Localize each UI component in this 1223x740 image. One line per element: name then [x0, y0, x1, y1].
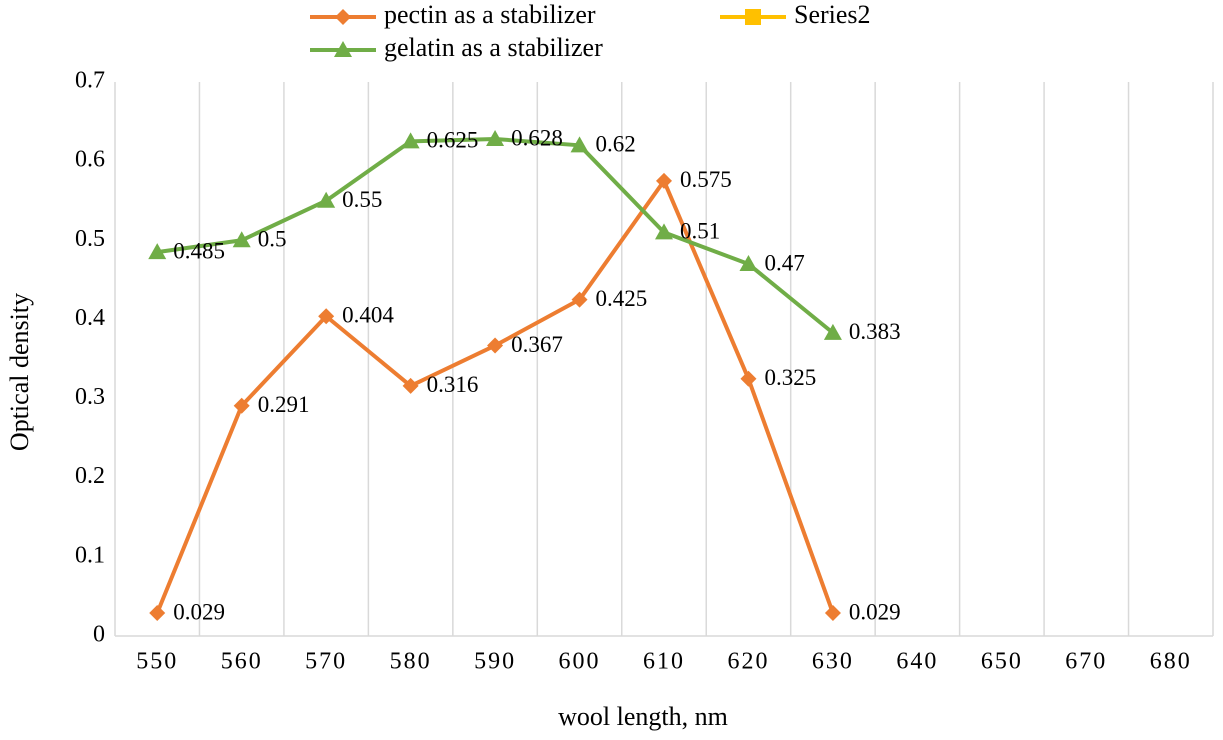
data-point [824, 605, 841, 622]
y-tick-label: 0.2 [75, 463, 105, 489]
data-point [740, 370, 757, 387]
y-tick-label: 0.4 [75, 305, 105, 331]
data-point [317, 191, 336, 208]
x-tick-label: 620 [727, 649, 769, 675]
data-label: 0.55 [342, 187, 382, 212]
data-label: 0.625 [427, 128, 479, 153]
y-tick-label: 0.3 [75, 384, 105, 410]
y-tick-label: 0.5 [75, 226, 105, 252]
x-tick-label: 610 [643, 649, 685, 675]
y-axis-title: Optical density [5, 293, 34, 451]
legend-marker [334, 41, 352, 57]
x-tick-label: 640 [896, 649, 938, 675]
data-point [233, 397, 250, 414]
data-label: 0.5 [258, 227, 287, 252]
data-point [402, 377, 419, 394]
x-tick-label: 630 [812, 649, 854, 675]
data-label: 0.367 [511, 332, 563, 357]
x-tick-label: 570 [305, 649, 347, 675]
data-label: 0.029 [173, 599, 225, 624]
y-tick-label: 0 [93, 622, 105, 648]
data-point [571, 291, 588, 308]
x-axis-title: wool length, nm [558, 702, 728, 731]
legend-label: pectin as a stabilizer [384, 0, 596, 29]
data-label: 0.383 [849, 319, 901, 344]
data-point [401, 132, 420, 149]
data-label: 0.62 [596, 132, 636, 157]
x-tick-label: 650 [981, 649, 1023, 675]
data-label: 0.485 [173, 238, 225, 263]
x-tick-label: 550 [136, 649, 178, 675]
legend-label: Series2 [794, 0, 871, 29]
data-label: 0.47 [764, 250, 804, 275]
data-point [486, 129, 505, 146]
y-tick-label: 0.7 [75, 68, 105, 94]
data-label: 0.628 [511, 125, 563, 150]
legend-marker [745, 9, 761, 25]
data-point [656, 172, 672, 189]
data-label: 0.029 [849, 599, 901, 624]
legend-label: gelatin as a stabilizer [384, 33, 603, 62]
data-point [655, 223, 673, 240]
data-point [823, 323, 842, 340]
y-tick-label: 0.1 [75, 542, 105, 568]
data-label: 0.325 [764, 365, 816, 390]
x-tick-label: 560 [221, 649, 263, 675]
data-point [570, 136, 589, 153]
data-label: 0.51 [680, 219, 720, 244]
x-tick-label: 590 [474, 649, 516, 675]
data-point [739, 255, 758, 272]
data-point [232, 231, 251, 248]
data-point [318, 308, 335, 325]
data-point [148, 243, 167, 260]
data-label: 0.291 [258, 392, 310, 417]
data-point [487, 337, 504, 354]
data-label: 0.425 [596, 286, 648, 311]
y-tick-label: 0.6 [75, 147, 105, 173]
x-tick-label: 670 [1065, 649, 1107, 675]
data-label: 0.575 [680, 167, 732, 192]
x-tick-label: 600 [559, 649, 601, 675]
data-point [149, 605, 166, 622]
x-tick-label: 580 [390, 649, 432, 675]
legend-marker [335, 9, 351, 25]
x-tick-label: 680 [1150, 649, 1192, 675]
data-label: 0.316 [427, 372, 479, 397]
data-label: 0.404 [342, 303, 394, 328]
